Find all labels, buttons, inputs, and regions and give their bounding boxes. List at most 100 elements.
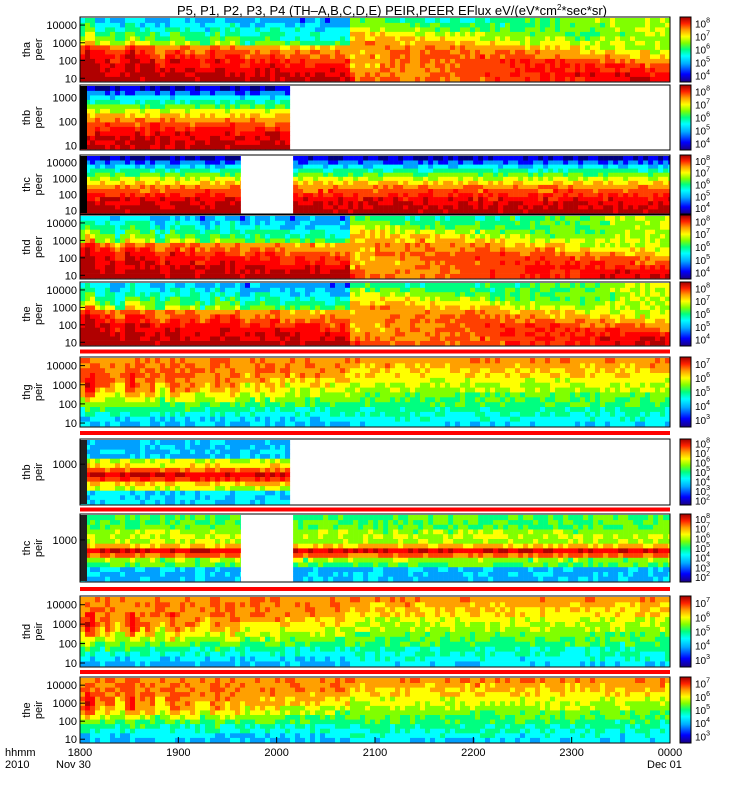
x-tick-label: 2000	[264, 747, 288, 759]
y-tick-label: 10	[65, 337, 77, 349]
panel-label: thcpeer	[21, 173, 45, 195]
colorbar-tick-label: 104	[695, 640, 710, 653]
x-axis-start-date: Nov 30	[56, 759, 91, 771]
heatmap-cells	[80, 283, 670, 345]
colorbar-tick-label: 105	[695, 57, 710, 70]
data-gap-strip	[80, 86, 87, 149]
panel-group: 10100100010000thapeer1041051061071081010…	[21, 17, 710, 746]
colorbar-tick-label: 105	[695, 254, 710, 267]
colorbar-tick-label: 105	[695, 386, 710, 399]
y-tick-label: 10	[65, 270, 77, 282]
panel-separator-bar	[80, 670, 670, 674]
panel-label: thcpeir	[21, 538, 45, 557]
panel-label: thepeer	[21, 303, 45, 325]
y-tick-label: 100	[59, 399, 77, 411]
y-tick-label: 100	[59, 320, 77, 332]
colorbar-tick-label: 105	[695, 125, 710, 138]
colorbar-tick-label: 106	[695, 372, 710, 385]
data-gap-strip	[80, 156, 87, 213]
y-tick-label: 1000	[53, 173, 77, 185]
x-axis-label: hhmm	[5, 747, 36, 759]
colorbar-tick-label: 107	[695, 358, 710, 371]
panel-label: thbpeer	[21, 106, 45, 128]
heatmap-cells	[80, 597, 670, 666]
x-tick-label: 1900	[166, 747, 190, 759]
colorbar-tick-label: 107	[695, 228, 710, 241]
colorbar-tick-label: 107	[695, 99, 710, 112]
y-tick-label: 10	[65, 140, 77, 152]
x-tick-label: 2100	[363, 747, 387, 759]
heatmap-cells	[80, 678, 670, 742]
data-gap-strip	[80, 440, 87, 504]
panel-label: thdpeer	[21, 236, 45, 258]
colorbar-tick-label: 106	[695, 611, 710, 624]
colorbar-tick-label: 104	[695, 267, 710, 280]
x-tick-label: 0000	[658, 747, 682, 759]
y-tick-label: 100	[59, 56, 77, 68]
colorbar-tick-label: 107	[695, 295, 710, 308]
colorbar-tick-label: 106	[695, 308, 710, 321]
colorbar-tick-label: 104	[695, 138, 710, 151]
figure-title: P5, P1, P2, P3, P4 (TH–A,B,C,D,E) PEIR,P…	[177, 3, 607, 18]
y-tick-label: 10000	[46, 361, 77, 373]
colorbar-tick-label: 103	[695, 414, 710, 427]
y-tick-label: 100	[59, 716, 77, 728]
y-tick-label: 100	[59, 116, 77, 128]
colorbar-tick-label: 105	[695, 704, 710, 717]
y-tick-label: 1000	[53, 459, 77, 471]
panel-label: thapeer	[21, 38, 45, 60]
colorbar-tick-label: 106	[695, 44, 710, 57]
colorbar-tick-label: 104	[695, 202, 710, 215]
y-tick-label: 1000	[53, 535, 77, 547]
y-tick-label: 1000	[53, 38, 77, 50]
y-tick-label: 1000	[53, 235, 77, 247]
y-tick-label: 100	[59, 639, 77, 651]
colorbar-tick-label: 106	[695, 112, 710, 125]
y-tick-label: 10000	[46, 285, 77, 297]
y-tick-label: 1000	[53, 380, 77, 392]
y-tick-label: 10000	[46, 600, 77, 612]
y-tick-label: 10	[65, 734, 77, 746]
y-tick-label: 10000	[46, 157, 77, 169]
y-tick-label: 10000	[46, 218, 77, 230]
y-tick-label: 1000	[53, 302, 77, 314]
heatmap-cells	[80, 515, 670, 581]
panel-label: thgpeir	[21, 382, 45, 401]
colorbar-tick-label: 107	[695, 678, 710, 691]
panel-separator-bar	[80, 508, 670, 512]
x-tick-label: 1800	[68, 747, 92, 759]
y-tick-label: 10000	[46, 680, 77, 692]
y-tick-label: 10	[65, 206, 77, 218]
y-tick-label: 10	[65, 418, 77, 430]
heatmap-cells	[80, 86, 290, 149]
y-tick-label: 100	[59, 189, 77, 201]
y-tick-label: 10	[65, 73, 77, 85]
panel-label: thepeir	[21, 700, 45, 719]
panel-separator-bar	[80, 431, 670, 435]
y-tick-label: 1000	[53, 619, 77, 631]
colorbar-tick-label: 106	[695, 241, 710, 254]
y-tick-label: 1000	[53, 92, 77, 104]
colorbar-tick-label: 107	[695, 597, 710, 610]
panel-separator-bar	[80, 587, 670, 591]
panel-separator-bar	[80, 350, 670, 354]
colorbar-tick-label: 108	[695, 215, 710, 228]
colorbar-tick-label: 107	[695, 31, 710, 44]
colorbar-tick-label: 105	[695, 321, 710, 334]
